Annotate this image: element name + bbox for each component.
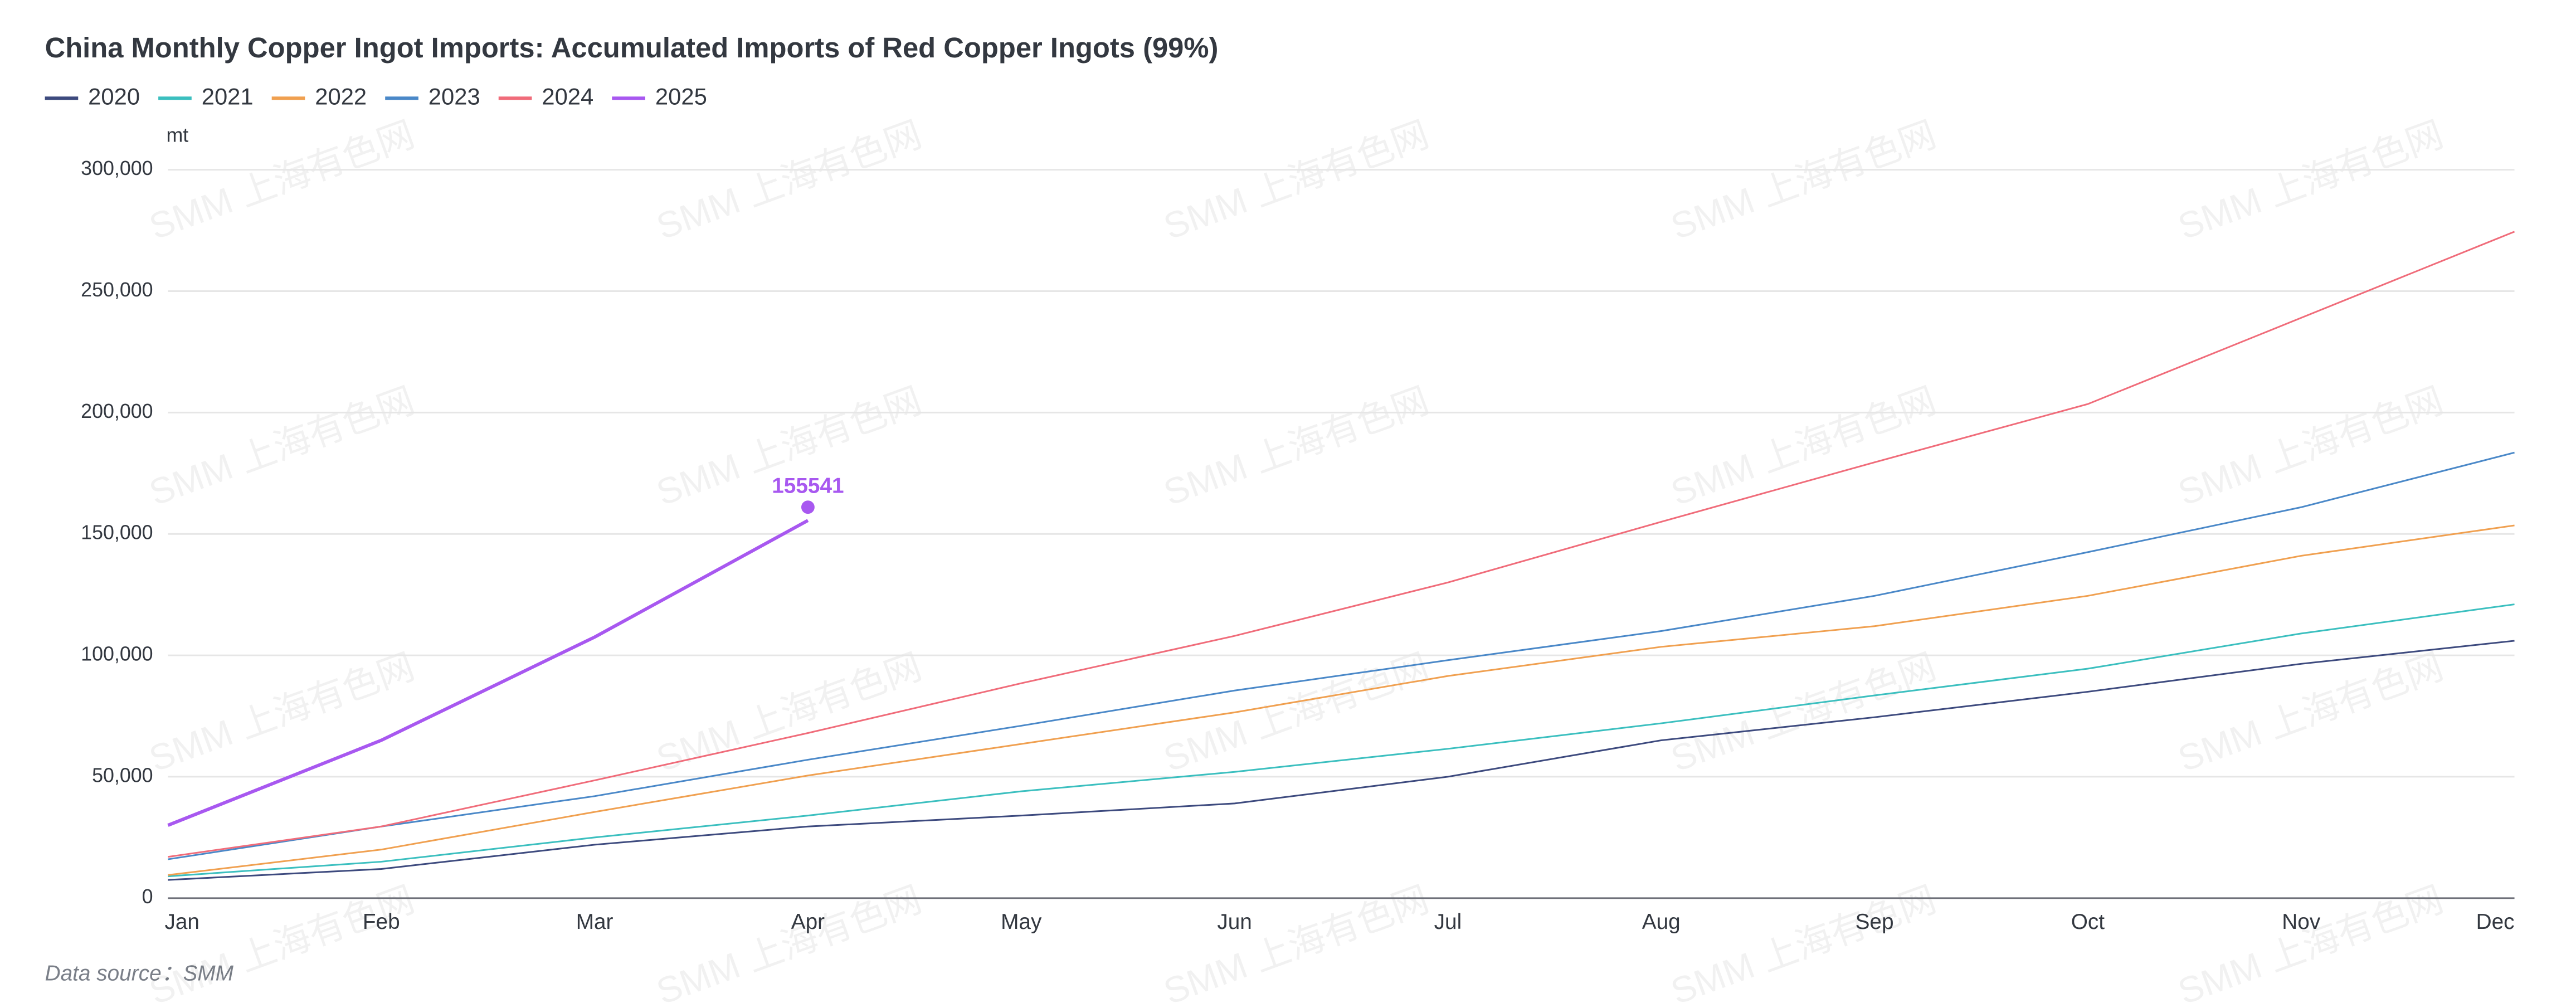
watermark: SMM 上海有色网 [651,114,927,247]
watermark: SMM 上海有色网 [651,879,927,1003]
legend-label: 2020 [88,83,140,109]
x-tick-label: Sep [1856,910,1894,934]
chart-title: China Monthly Copper Ingot Imports: Accu… [45,32,1219,64]
y-axis-unit: mt [166,124,188,146]
watermarks: SMM 上海有色网 SMM 上海有色网 SMM 上海有色网 SMM 上海有色网 SMM … [144,114,2448,1003]
watermark: SMM 上海有色网 [144,879,419,1003]
x-tick-label: Oct [2071,910,2105,934]
y-tick-label: 50,000 [92,764,153,786]
y-tick-label: 200,000 [81,400,153,422]
x-tick-label: Feb [363,910,400,934]
y-tick-label: 300,000 [81,157,153,179]
y-tick-label: 250,000 [81,279,153,301]
data-label: 155541 [772,474,844,498]
x-tick-label: Aug [1642,910,1681,934]
x-tick-label: Apr [791,910,825,934]
x-tick-label: Jan [164,910,199,934]
y-tick-label: 0 [142,885,153,908]
x-tick-label: Mar [576,910,613,934]
series-line [168,640,2515,881]
watermark: SMM 上海有色网 [2173,646,2448,779]
x-tick-label: Nov [2282,910,2321,934]
legend-label: 2023 [428,83,480,109]
x-tick-label: Jul [1434,910,1462,934]
y-tick-label: 150,000 [81,522,153,544]
series-line [168,451,2515,860]
watermark: SMM 上海有色网 [2173,114,2448,247]
watermark: SMM 上海有色网 [1666,879,1941,1003]
y-tick-label: 100,000 [81,643,153,665]
x-tick-label: May [1001,910,1042,934]
watermark: SMM 上海有色网 [2173,879,2448,1003]
series-line [167,519,809,827]
series-line [168,603,2515,878]
watermark: SMM 上海有色网 [2173,379,2448,513]
watermark: SMM 上海有色网 [1158,114,1434,247]
watermark: SMM 上海有色网 [144,646,419,779]
x-tick-label: Dec [2476,910,2515,934]
watermark: SMM 上海有色网 [1158,879,1434,1003]
legend-label: 2021 [202,83,254,109]
watermark: SMM 上海有色网 [1158,379,1434,513]
watermark: SMM 上海有色网 [1158,646,1434,779]
data-point [801,500,815,514]
legend-label: 2022 [315,83,367,109]
watermark: SMM 上海有色网 [1666,646,1941,779]
watermark: SMM 上海有色网 [1666,379,1941,513]
legend-label: 2024 [542,83,593,109]
legend-label: 2025 [655,83,707,109]
watermark: SMM 上海有色网 [1666,114,1941,247]
series-line [168,524,2515,876]
x-tick-label: Jun [1217,910,1252,934]
data-source: Data source：SMM [45,961,234,985]
series-line [168,231,2515,858]
watermark: SMM 上海有色网 [144,379,419,513]
